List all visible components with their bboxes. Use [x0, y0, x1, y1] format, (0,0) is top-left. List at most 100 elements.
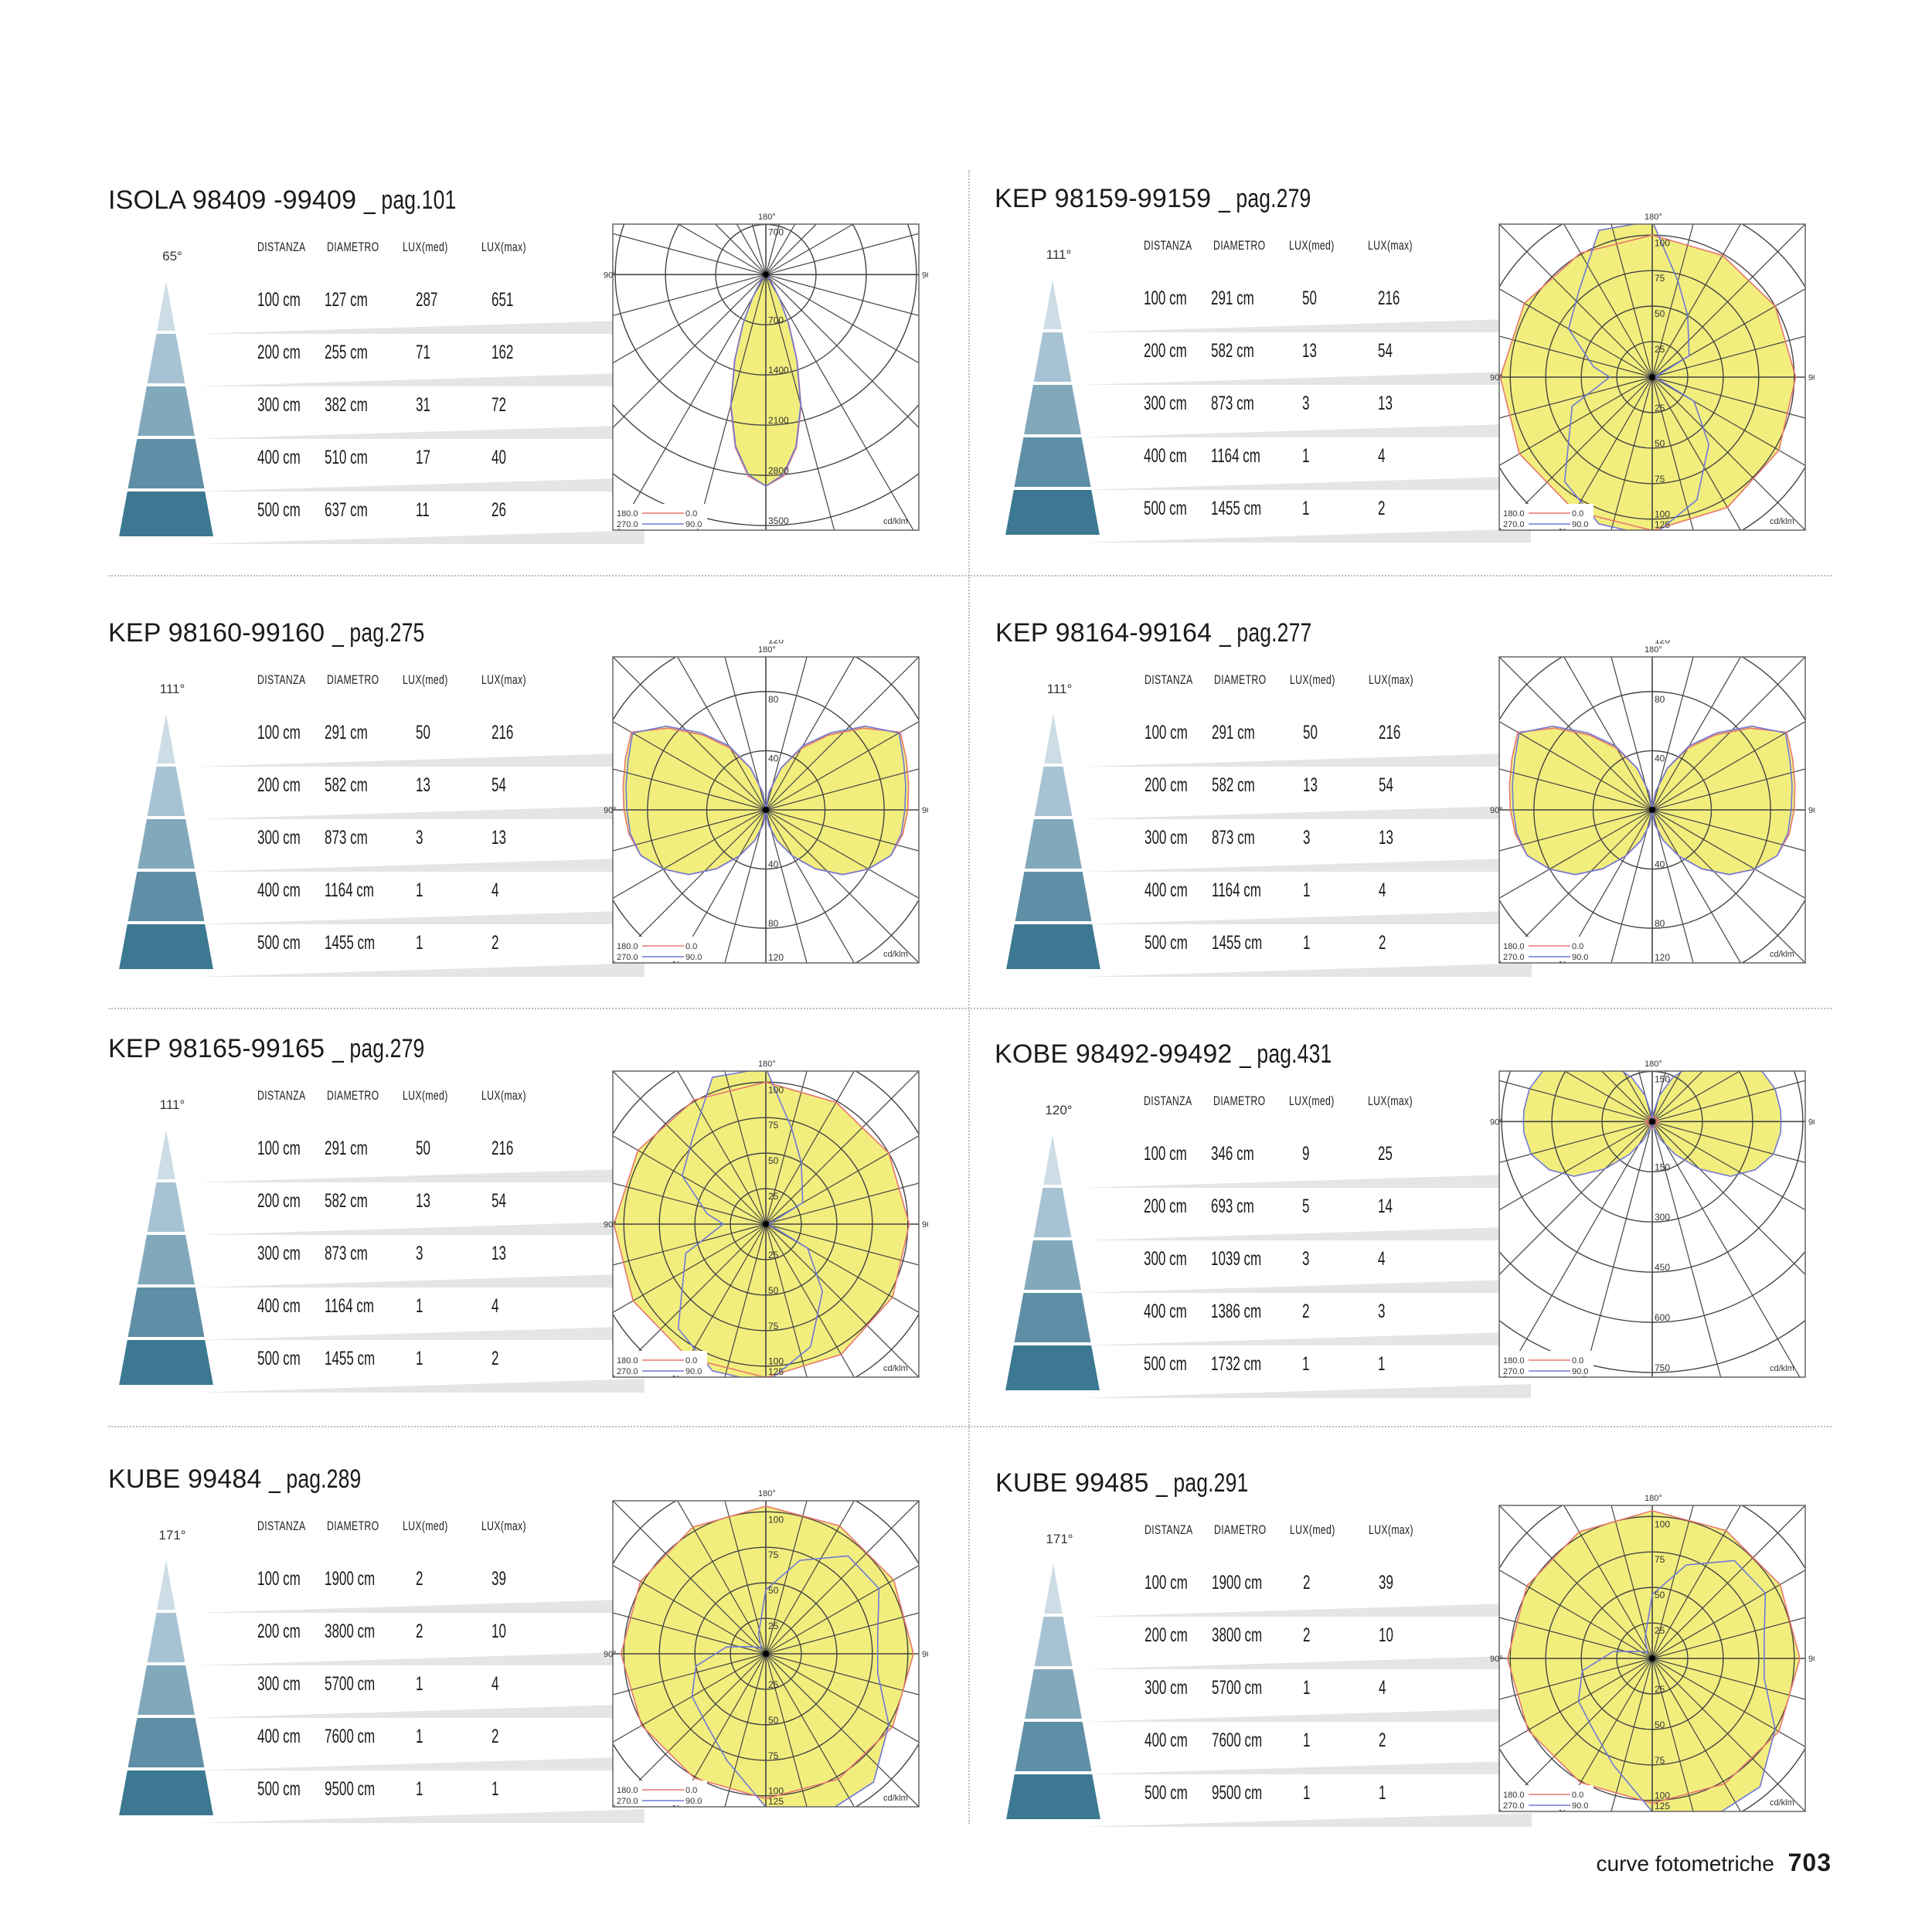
cell-diameter: 9500 cm [325, 1778, 376, 1800]
table-row: 100 cm 346 cm 9 25 [1083, 1138, 1559, 1188]
grid-spoke [1651, 1080, 1805, 1122]
cell-diameter: 1455 cm [1211, 498, 1262, 519]
product-title: KUBE 99485 _ pag.291 [995, 1468, 1274, 1498]
cell-lux-max: 40 [492, 447, 506, 468]
angle-label-top: 180° [1645, 645, 1662, 655]
chart-frame [612, 1500, 920, 1808]
table-row: 300 cm 382 cm 31 72 [196, 389, 672, 439]
cone-segment [147, 334, 185, 383]
legend-from: 270.0 [1503, 953, 1525, 962]
grid-spoke [1563, 657, 1653, 811]
beam-cone [119, 1560, 213, 1815]
row-band [196, 963, 645, 977]
grid-spoke [613, 1071, 767, 1225]
grid-spoke [765, 274, 919, 429]
ring-label: 700 [768, 315, 784, 325]
cell-lux-med: 13 [416, 774, 430, 796]
cell-lux-max: 1 [1379, 1782, 1386, 1804]
angle-label-top: 180° [758, 645, 776, 655]
cell-diameter: 3800 cm [325, 1621, 376, 1642]
cell-diameter: 1732 cm [1211, 1353, 1262, 1375]
ring-label: 120 [1655, 952, 1670, 963]
row-band [1083, 753, 1532, 767]
grid-spoke [696, 274, 767, 530]
grid-spoke [765, 1564, 919, 1655]
grid-spoke [765, 1501, 808, 1655]
table-row: 100 cm 291 cm 50 216 [1083, 717, 1560, 767]
grid-spoke [1651, 657, 1742, 811]
grid-spoke [613, 1653, 767, 1743]
angle-label-left: 90° [1490, 806, 1503, 815]
cone-segment [119, 492, 213, 536]
product-name: KUBE 99485 [995, 1468, 1149, 1498]
ring-label: 150 [1655, 1162, 1670, 1172]
cell-distance: 400 cm [257, 447, 301, 468]
grid-spoke [613, 1223, 767, 1266]
cell-distance: 200 cm [257, 1621, 301, 1642]
center-dot [763, 1221, 769, 1227]
product-title: ISOLA 98409 -99409 _ pag.101 [108, 185, 482, 216]
grid-spoke [613, 809, 767, 963]
cone-segment [138, 819, 195, 869]
legend-to: 90.0 [1572, 953, 1588, 962]
grid-spoke [1651, 1505, 1694, 1659]
ring-label: 50 [1655, 308, 1665, 319]
cell-distance: 400 cm [1144, 445, 1187, 467]
table-row: 400 cm 1164 cm 1 4 [196, 1291, 672, 1340]
product-name: KEP 98165-99165 [108, 1034, 325, 1063]
legend-to: 90.0 [685, 520, 702, 529]
curve-c0-c180 [1499, 234, 1797, 530]
cell-lux-max: 13 [492, 827, 506, 849]
grid-spoke [724, 1223, 767, 1377]
grid-spoke [613, 1501, 767, 1655]
cell-lux-med: 1 [416, 1726, 423, 1747]
column-header-lux-max: LUX(max) [1369, 672, 1413, 687]
cone-segment [1043, 280, 1062, 329]
ring-label: 50 [1655, 1590, 1665, 1600]
column-header-diameter: DIAMETRO [1213, 1094, 1266, 1108]
cell-distance: 100 cm [257, 1138, 301, 1159]
product-title: KEP 98159-99159 _ pag.279 [995, 184, 1337, 214]
product-name: KUBE 99484 [108, 1464, 262, 1494]
cell-lux-med: 1 [416, 1673, 423, 1695]
row-band [1083, 529, 1531, 543]
ring-label: 50 [768, 1155, 779, 1166]
cell-diameter: 582 cm [325, 1190, 368, 1212]
grid-spoke [676, 809, 767, 963]
cone-segment [157, 1560, 175, 1610]
cell-lux-med: 13 [1302, 340, 1317, 362]
cell-lux-max: 2 [1379, 1730, 1386, 1751]
table-row: 300 cm 873 cm 3 13 [1083, 822, 1560, 872]
legend-from: 180.0 [1503, 1791, 1525, 1800]
row-band [1083, 910, 1532, 924]
grid-spoke [676, 1501, 767, 1655]
unit-label: cd/klm [1770, 517, 1794, 526]
curve-c90-c270 [677, 1071, 824, 1377]
ring-label: 100 [768, 1084, 784, 1095]
product-panel: KUBE 99485 _ pag.291 171° DISTANZA DIAMETRO… [995, 1468, 1853, 1870]
row-band [196, 1379, 645, 1393]
legend-from: 270.0 [617, 1797, 638, 1806]
chart-frame [612, 656, 920, 964]
cell-lux-max: 2 [492, 1348, 499, 1369]
grid-spoke [1499, 809, 1653, 900]
ring-label: 80 [768, 694, 779, 705]
cell-diameter: 1900 cm [325, 1568, 376, 1590]
grid-spoke [1651, 657, 1805, 811]
ring-label: 2800 [768, 465, 789, 476]
table-row: 100 cm 291 cm 50 216 [196, 1133, 672, 1182]
beam-cone [1006, 714, 1100, 969]
column-header-diameter: DIAMETRO [327, 240, 379, 254]
grid-spoke [613, 274, 767, 317]
polar-chart: 12080404080120180°90°90°0°180.00.0270.09… [604, 634, 935, 981]
row-band [196, 1809, 645, 1823]
ring-label: 50 [768, 1715, 779, 1726]
cell-distance: 500 cm [1145, 932, 1188, 954]
cone-segment [138, 1665, 195, 1715]
column-header-lux-med: LUX(med) [1290, 672, 1335, 687]
cell-lux-max: 4 [492, 879, 499, 901]
column-header-lux-med: LUX(med) [403, 1088, 448, 1103]
row-band [196, 805, 645, 819]
cell-distance: 500 cm [1144, 498, 1187, 519]
ring-label: 80 [768, 918, 779, 929]
